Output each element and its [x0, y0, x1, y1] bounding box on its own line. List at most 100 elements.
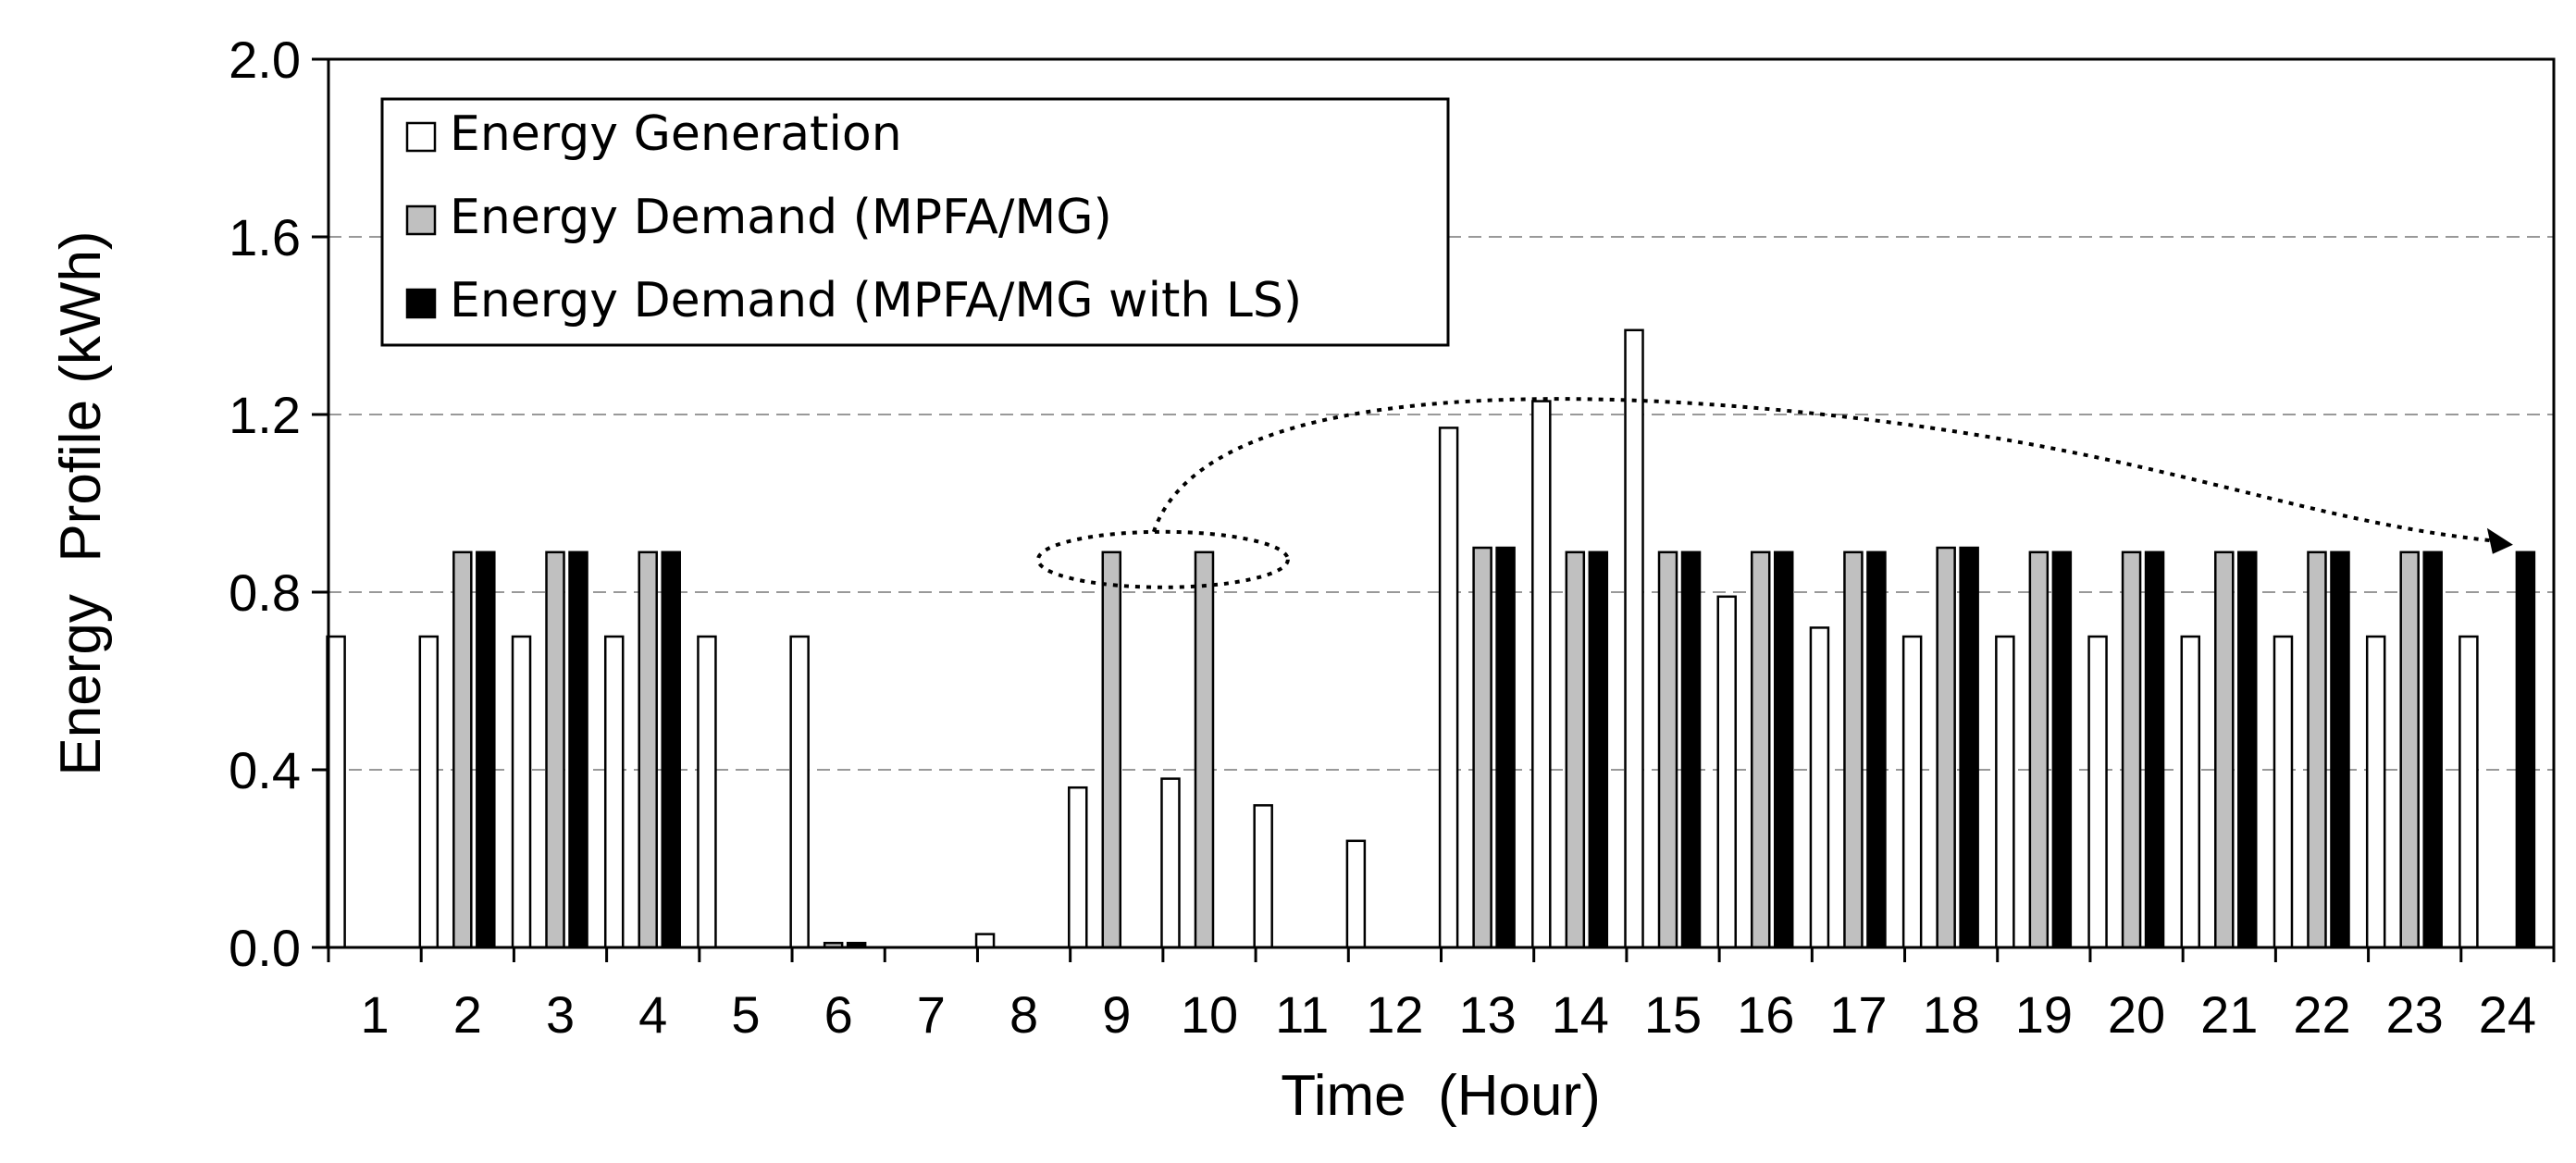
- bar-series-3-hour-22: [2330, 551, 2350, 949]
- bar-series-3-hour-2: [476, 551, 496, 949]
- bar-series-1-hour-17: [1809, 626, 1830, 949]
- bar-series-3-hour-21: [2237, 551, 2258, 949]
- legend-label: Energy Demand (MPFA/MG with LS): [450, 273, 1302, 328]
- bar-series-3-hour-24: [2515, 551, 2536, 949]
- bar-series-3-hour-14: [1588, 551, 1609, 949]
- bar-series-1-hour-11: [1253, 804, 1273, 949]
- bar-series-1-hour-23: [2365, 635, 2386, 949]
- x-tick-label: 21: [2200, 985, 2258, 1044]
- bar-series-1-hour-18: [1901, 635, 1923, 949]
- y-axis: 0.0 0.4 0.8 1.2 1.6 2.0: [229, 31, 328, 977]
- bar-series-2-hour-22: [2307, 551, 2327, 949]
- bar-series-2-hour-18: [1936, 546, 1956, 949]
- x-axis-title: Time (Hour): [1281, 1064, 1601, 1128]
- bar-series-2-hour-17: [1843, 551, 1864, 949]
- legend-swatch: [405, 121, 437, 153]
- bar-series-1-hour-21: [2180, 635, 2201, 949]
- bar-series-1-hour-19: [1995, 635, 2015, 949]
- x-tick-label: 15: [1644, 985, 1702, 1044]
- bar-series-1-hour-5: [697, 635, 717, 949]
- x-tick-label: 19: [2015, 985, 2073, 1044]
- bar-series-1-hour-20: [2087, 635, 2108, 949]
- bar-series-2-hour-16: [1750, 551, 1771, 949]
- bar-series-3-hour-18: [1959, 546, 1979, 949]
- x-tick-label: 12: [1366, 985, 1423, 1044]
- bar-series-3-hour-13: [1495, 546, 1516, 949]
- bar-series-3-hour-19: [2051, 551, 2073, 949]
- x-tick-label: 5: [731, 985, 760, 1044]
- bar-series-1-hour-22: [2273, 635, 2294, 949]
- bar-series-1-hour-10: [1160, 777, 1181, 949]
- bars: [326, 328, 2536, 949]
- bar-series-1-hour-15: [1624, 328, 1644, 949]
- bar-series-2-hour-15: [1657, 551, 1678, 949]
- shift-arrow-line: [1151, 397, 2497, 543]
- x-tick-label: 1: [361, 985, 390, 1044]
- shifted-load-ellipse: [1035, 529, 1290, 589]
- x-tick-label: 24: [2479, 985, 2536, 1044]
- bar-series-1-hour-8: [974, 933, 996, 949]
- y-tick-label: 0.4: [229, 741, 301, 799]
- x-tick-label: 3: [546, 985, 575, 1044]
- x-tick-label: 17: [1829, 985, 1887, 1044]
- y-tick-label: 0.0: [229, 919, 301, 977]
- bar-series-1-hour-2: [418, 635, 440, 949]
- bar-series-3-hour-23: [2422, 551, 2443, 949]
- bar-series-2-hour-14: [1565, 551, 1586, 949]
- bar-series-1-hour-12: [1345, 839, 1367, 949]
- bar-series-2-hour-2: [452, 551, 473, 949]
- bar-series-1-hour-9: [1068, 786, 1088, 949]
- bar-series-3-hour-20: [2144, 551, 2165, 949]
- bar-series-1-hour-6: [789, 635, 810, 949]
- x-tick-label: 18: [1922, 985, 1979, 1044]
- bar-series-1-hour-4: [603, 635, 625, 949]
- bar-series-2-hour-3: [545, 551, 565, 949]
- x-tick-label: 11: [1275, 985, 1329, 1044]
- bar-series-2-hour-13: [1472, 546, 1492, 949]
- x-axis: 1 2 3 4 5 6 7 8 9 10 11 12 13 14 15 16 17 18 19 20 21 22 23 24: [327, 947, 2556, 1044]
- bar-series-3-hour-17: [1866, 551, 1887, 949]
- x-tick-label: 10: [1181, 985, 1238, 1044]
- legend-swatch: [405, 288, 437, 319]
- bar-series-1-hour-13: [1438, 427, 1459, 949]
- y-axis-title: Energy Profile (kWh): [49, 230, 113, 775]
- bar-series-3-hour-4: [661, 551, 681, 949]
- legend: Energy Generation Energy Demand (MPFA/MG)…: [380, 97, 1450, 347]
- bar-series-2-hour-9: [1101, 551, 1122, 949]
- annotations: [1035, 397, 2513, 589]
- y-tick-label: 2.0: [229, 31, 301, 89]
- y-tick-label: 1.6: [229, 208, 301, 266]
- bar-series-1-hour-14: [1531, 400, 1552, 949]
- bar-series-1-hour-3: [511, 635, 532, 949]
- bar-series-1-hour-16: [1716, 595, 1737, 949]
- x-tick-label: 22: [2293, 985, 2350, 1044]
- bar-series-3-hour-15: [1680, 551, 1702, 949]
- x-tick-label: 8: [1009, 985, 1038, 1044]
- x-tick-label: 20: [2108, 985, 2165, 1044]
- x-tick-label: 13: [1458, 985, 1516, 1044]
- y-tick-label: 1.2: [229, 386, 301, 444]
- legend-swatch: [405, 204, 437, 236]
- x-tick-label: 2: [453, 985, 482, 1044]
- shift-arrow-head: [2486, 527, 2513, 554]
- x-tick-label: 7: [917, 985, 946, 1044]
- x-tick-label: 14: [1552, 985, 1609, 1044]
- x-tick-label: 16: [1737, 985, 1794, 1044]
- bar-series-1-hour-24: [2458, 635, 2479, 949]
- bar-series-2-hour-20: [2121, 551, 2142, 949]
- x-tick-label: 9: [1102, 985, 1131, 1044]
- bar-series-3-hour-16: [1773, 551, 1794, 949]
- bar-series-2-hour-21: [2214, 551, 2235, 949]
- y-tick-label: 0.8: [229, 563, 301, 622]
- bar-series-2-hour-23: [2399, 551, 2420, 949]
- bar-series-2-hour-19: [2028, 551, 2050, 949]
- bar-series-2-hour-4: [638, 551, 658, 949]
- bar-series-2-hour-10: [1194, 551, 1215, 949]
- legend-label: Energy Generation: [450, 106, 902, 162]
- x-tick-label: 4: [638, 985, 667, 1044]
- x-tick-label: 23: [2386, 985, 2444, 1044]
- x-tick-label: 6: [824, 985, 853, 1044]
- legend-label: Energy Demand (MPFA/MG): [450, 190, 1112, 245]
- bar-series-3-hour-3: [568, 551, 588, 949]
